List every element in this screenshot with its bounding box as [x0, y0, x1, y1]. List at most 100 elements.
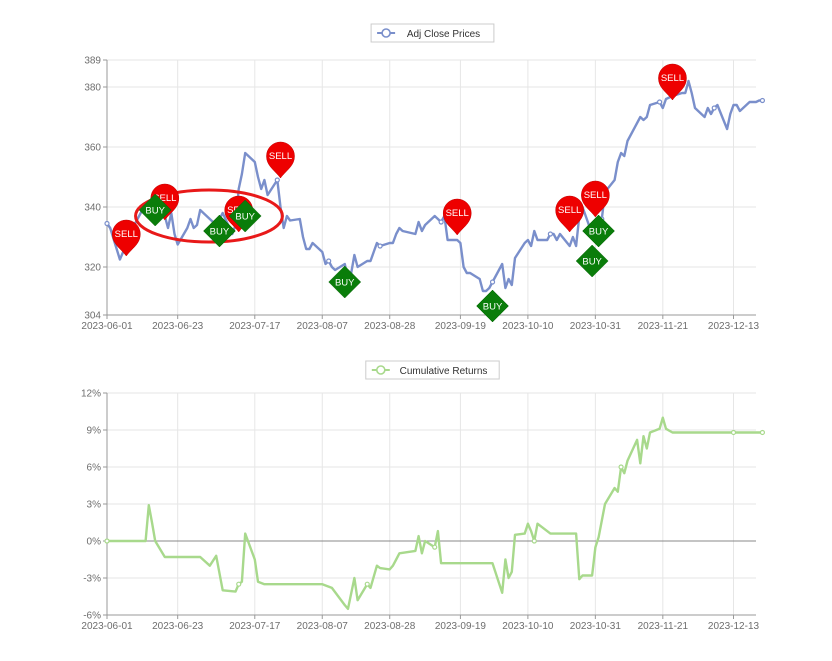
- sell-pin: [442, 198, 472, 236]
- y-tick-label: 9%: [87, 426, 102, 437]
- x-tick-label: 2023-10-10: [502, 621, 554, 632]
- legend-swatch-marker: [381, 28, 391, 38]
- buy-label: BUY: [483, 302, 503, 313]
- buy-label: BUY: [335, 278, 355, 289]
- x-tick-label: 2023-12-13: [708, 621, 760, 632]
- buy-signal-marker: BUY: [582, 214, 615, 248]
- x-tick-label: 2023-10-31: [570, 321, 622, 332]
- data-point: [438, 219, 444, 225]
- sell-signal-marker: SELL: [555, 195, 584, 233]
- sell-label: SELL: [446, 208, 469, 219]
- buy-diamond: [203, 214, 236, 248]
- annotation-ellipse: [134, 188, 284, 244]
- data-point: [657, 99, 663, 105]
- y-tick-label: 360: [84, 143, 101, 154]
- buy-signal-marker: BUY: [138, 193, 172, 227]
- x-tick-label: 2023-12-13: [708, 321, 760, 332]
- sell-label: SELL: [584, 190, 607, 201]
- buy-label: BUY: [210, 227, 230, 238]
- y-tick-label: 304: [84, 311, 101, 322]
- legend-label: Adj Close Prices: [407, 29, 480, 40]
- sell-label: SELL: [558, 205, 581, 216]
- data-point: [531, 538, 537, 544]
- data-point: [432, 544, 438, 550]
- sell-label: SELL: [153, 193, 176, 204]
- sell-label: SELL: [269, 151, 292, 162]
- y-tick-label: 0%: [87, 537, 102, 548]
- x-tick-label: 2023-10-10: [502, 321, 554, 332]
- x-tick-label: 2023-06-23: [152, 621, 204, 632]
- x-tick-label: 2023-07-17: [229, 621, 281, 632]
- x-tick-label: 2023-08-28: [364, 321, 416, 332]
- x-tick-label: 2023-06-01: [81, 321, 133, 332]
- data-point: [377, 243, 383, 249]
- x-tick-label: 2023-07-17: [229, 321, 281, 332]
- data-point: [104, 538, 110, 544]
- y-tick-label: 380: [84, 83, 101, 94]
- buy-diamond: [228, 199, 262, 233]
- x-tick-label: 2023-06-23: [152, 321, 204, 332]
- y-tick-label: 6%: [87, 463, 102, 474]
- y-tick-label: -6%: [83, 611, 101, 622]
- data-point: [274, 177, 280, 183]
- sell-pin: [112, 219, 141, 257]
- x-tick-label: 2023-08-07: [297, 321, 349, 332]
- buy-diamond: [575, 244, 609, 278]
- series-line: [106, 79, 763, 293]
- buy-label: BUY: [235, 212, 255, 223]
- x-tick-label: 2023-09-19: [435, 621, 487, 632]
- chart-panel-1: 12% 9% 6% 3% 0% -3% -6%2023-06-01 2023-06-23 202…: [81, 360, 766, 632]
- data-point: [364, 581, 370, 587]
- buy-diamond: [328, 265, 362, 299]
- x-tick-label: 2023-11-21: [638, 321, 689, 332]
- y-tick-label: -3%: [83, 574, 101, 585]
- y-tick-label: 12%: [81, 389, 101, 400]
- data-point: [711, 105, 717, 111]
- buy-label: BUY: [145, 206, 165, 217]
- sell-label: SELL: [661, 73, 684, 84]
- buy-diamond: [476, 289, 509, 323]
- x-tick-label: 2023-08-07: [297, 621, 349, 632]
- y-tick-label: 320: [84, 263, 101, 274]
- sell-pin: [555, 195, 584, 233]
- x-tick-label: 2023-06-01: [81, 621, 133, 632]
- sell-signal-marker: SELL: [112, 219, 141, 257]
- sell-signal-marker: SELL: [442, 198, 472, 236]
- data-point: [618, 464, 624, 470]
- data-point: [759, 97, 766, 104]
- legend-box: [370, 23, 495, 43]
- y-tick-label: 3%: [87, 500, 102, 511]
- sell-signal-marker: SELL: [658, 63, 687, 101]
- buy-signal-marker: BUY: [575, 244, 609, 278]
- sell-pin: [581, 180, 610, 218]
- x-tick-label: 2023-11-21: [638, 621, 689, 632]
- sell-signal-marker: SELL: [266, 141, 295, 179]
- y-tick-label: 389: [84, 56, 101, 67]
- data-point: [730, 429, 737, 436]
- sell-signal-marker: SELL: [581, 180, 610, 218]
- buy-diamond: [582, 214, 615, 248]
- data-point: [326, 258, 332, 264]
- legend-box: [365, 360, 500, 380]
- x-tick-label: 2023-09-19: [435, 321, 487, 332]
- legend-label: Cumulative Returns: [400, 366, 488, 377]
- x-tick-label: 2023-10-31: [570, 621, 622, 632]
- buy-signal-marker: BUY: [328, 265, 362, 299]
- buy-signal-marker: BUY: [203, 214, 236, 248]
- data-point: [759, 429, 766, 436]
- buy-diamond: [138, 193, 172, 227]
- sell-pin: [658, 63, 687, 101]
- buy-signal-marker: BUY: [228, 199, 262, 233]
- buy-label: BUY: [582, 257, 602, 268]
- buy-signal-marker: BUY: [476, 289, 509, 323]
- series-line: [107, 416, 763, 610]
- x-tick-label: 2023-08-28: [364, 621, 416, 632]
- buy-label: BUY: [589, 227, 609, 238]
- sell-pin: [266, 141, 295, 179]
- legend-swatch-marker: [375, 365, 386, 375]
- sell-label: SELL: [115, 229, 138, 240]
- data-point: [104, 220, 110, 227]
